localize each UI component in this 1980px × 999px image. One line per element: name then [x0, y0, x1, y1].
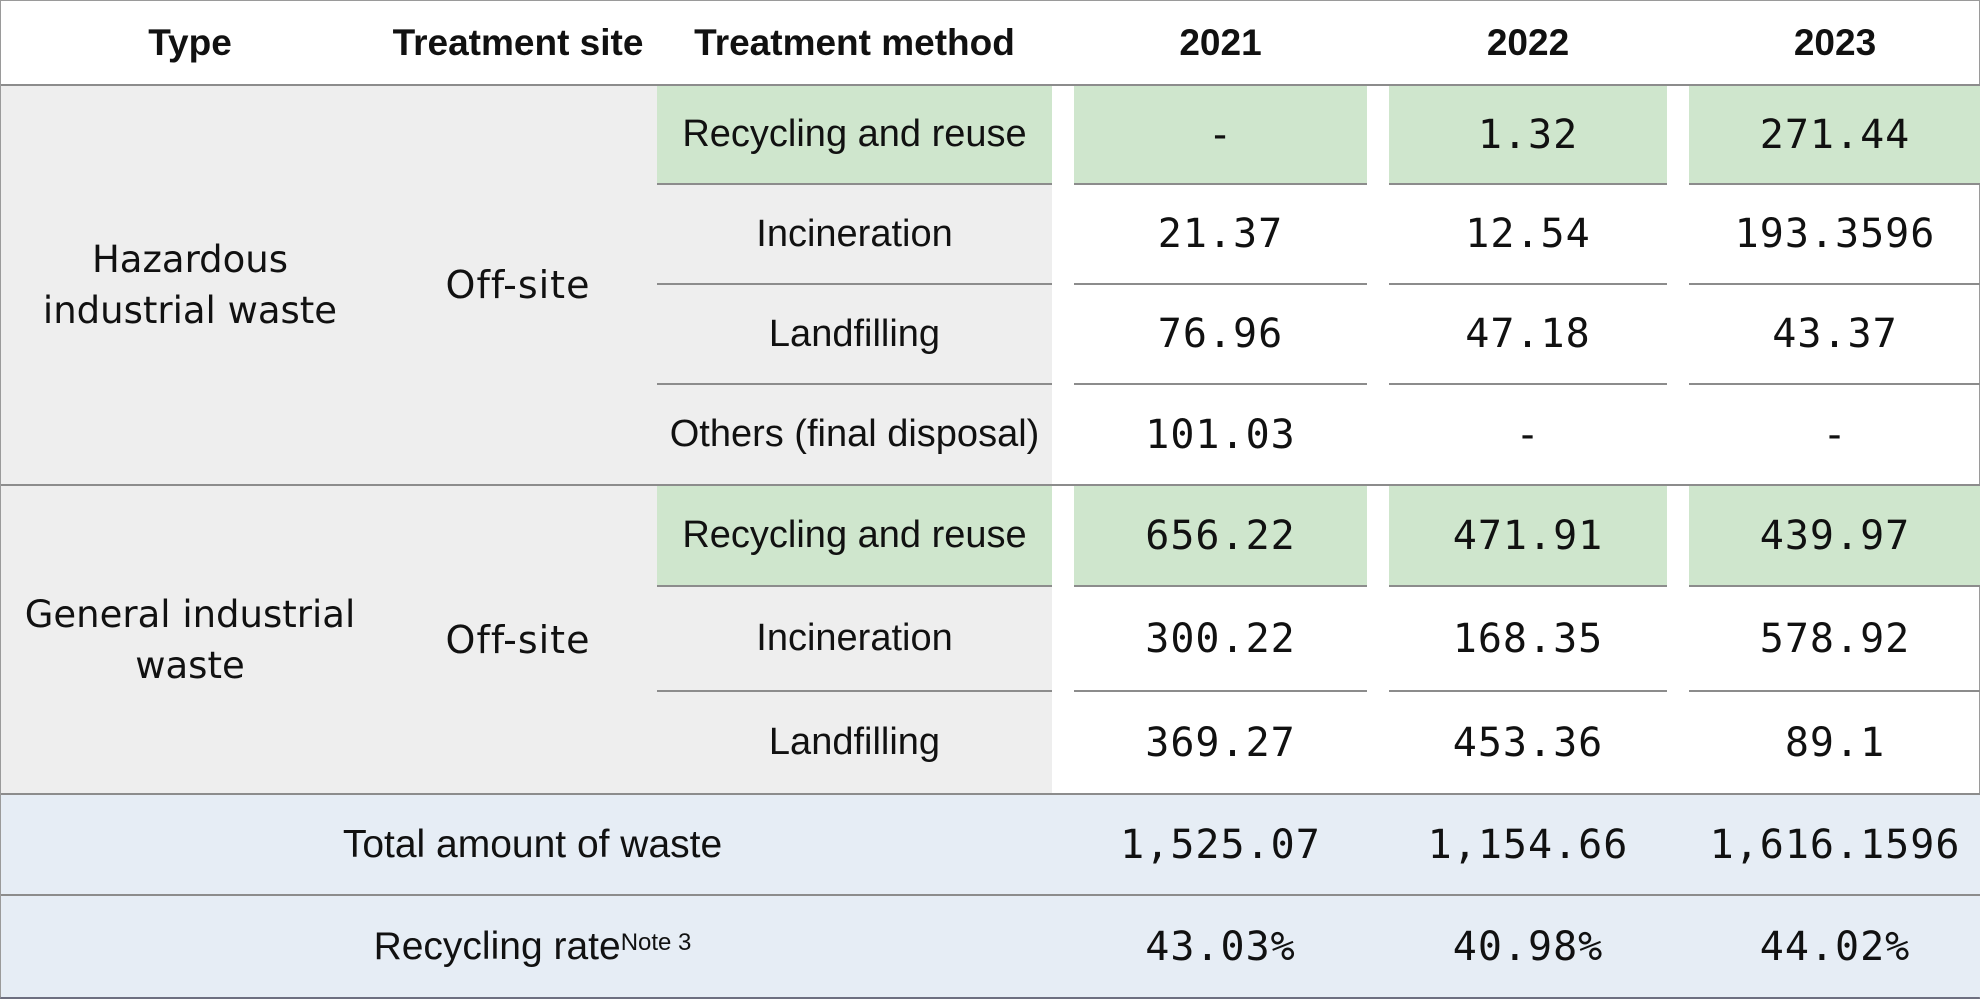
value-cell: 43.37: [1772, 311, 1898, 357]
row-divider: [1389, 183, 1667, 185]
row-divider: [1389, 585, 1667, 587]
rate-row-background: [1, 896, 1980, 997]
row-divider: [1074, 585, 1367, 587]
type-line-2: waste: [135, 643, 245, 687]
type-line-2: industrial waste: [42, 289, 338, 332]
type-hazardous-industrial-waste: Hazardous industrial waste: [1, 85, 379, 485]
row-divider: [657, 585, 1052, 587]
group-divider: [1, 484, 1980, 486]
header-2022: 2022: [1486, 22, 1570, 63]
rate-value: 44.02%: [1759, 923, 1911, 970]
value-cell: 271.44: [1689, 85, 1980, 184]
type-line-1: General industrial: [24, 592, 356, 636]
header-2021: 2021: [1179, 22, 1262, 63]
value-cell: 193.3596: [1734, 211, 1936, 257]
row-divider: [657, 283, 1052, 285]
method-others-final-disposal: Others (final disposal): [657, 384, 1052, 485]
header-type: Type: [148, 22, 232, 63]
header-treatment-site: Treatment site: [392, 22, 644, 63]
total-divider: [1, 793, 1980, 795]
rate-value: 40.98%: [1452, 923, 1604, 970]
header-divider: [1, 84, 1980, 86]
header-2023: 2023: [1793, 22, 1877, 63]
value-cell: 300.22: [1145, 615, 1296, 662]
value-cell: 656.22: [1074, 485, 1367, 586]
site-general-off-site: Off-site: [379, 485, 657, 794]
row-divider: [1689, 690, 1980, 692]
method-incineration: Incineration: [657, 586, 1052, 691]
total-amount-label: Total amount of waste: [342, 822, 723, 866]
value-cell: -: [1822, 411, 1848, 458]
method-recycling-and-reuse: Recycling and reuse: [657, 485, 1052, 586]
row-divider: [1689, 383, 1980, 385]
header-treatment-method: Treatment method: [694, 22, 1015, 63]
site-hazardous-off-site: Off-site: [379, 85, 657, 485]
row-divider: [1074, 283, 1367, 285]
recycling-rate-label: Recycling rate Note 3: [1, 896, 1064, 997]
value-cell: 578.92: [1759, 615, 1911, 662]
type-line-1: Hazardous: [91, 238, 288, 281]
value-cell: 439.97: [1689, 485, 1980, 586]
value-cell: 21.37: [1157, 211, 1284, 257]
rate-value: 43.03%: [1145, 923, 1296, 970]
type-general-industrial-waste: General industrial waste: [1, 485, 379, 794]
total-value: 1,616.1596: [1709, 821, 1961, 868]
row-divider: [657, 690, 1052, 692]
row-divider: [1389, 690, 1667, 692]
value-cell: -: [1515, 411, 1541, 458]
value-cell: 89.1: [1784, 719, 1886, 766]
row-divider: [1389, 283, 1667, 285]
method-recycling-and-reuse: Recycling and reuse: [657, 85, 1052, 184]
total-value: 1,525.07: [1120, 821, 1321, 868]
row-divider: [1074, 383, 1367, 385]
value-cell: 168.35: [1452, 615, 1604, 662]
row-divider: [657, 383, 1052, 385]
row-divider: [1074, 690, 1367, 692]
value-cell: -: [1074, 85, 1367, 184]
method-landfilling: Landfilling: [657, 691, 1052, 794]
value-cell: 471.91: [1389, 485, 1667, 586]
total-row-background: [1, 794, 1980, 895]
row-divider: [1074, 183, 1367, 185]
total-value: 1,154.66: [1427, 821, 1629, 868]
method-landfilling: Landfilling: [657, 284, 1052, 384]
row-divider: [1689, 585, 1980, 587]
value-cell: 453.36: [1452, 719, 1604, 766]
row-divider: [1689, 283, 1980, 285]
value-cell: 101.03: [1145, 411, 1296, 458]
row-divider: [657, 183, 1052, 185]
row-divider: [1689, 183, 1980, 185]
value-cell: 12.54: [1465, 211, 1591, 257]
note-reference: Note 3: [620, 928, 692, 956]
value-cell: 47.18: [1465, 311, 1591, 357]
value-cell: 1.32: [1389, 85, 1667, 184]
recycling-rate-text: Recycling rate: [373, 924, 621, 968]
method-incineration: Incineration: [657, 184, 1052, 284]
value-cell: 76.96: [1157, 311, 1284, 357]
value-cell: 369.27: [1145, 719, 1296, 766]
rate-divider: [1, 894, 1980, 896]
row-divider: [1389, 383, 1667, 385]
